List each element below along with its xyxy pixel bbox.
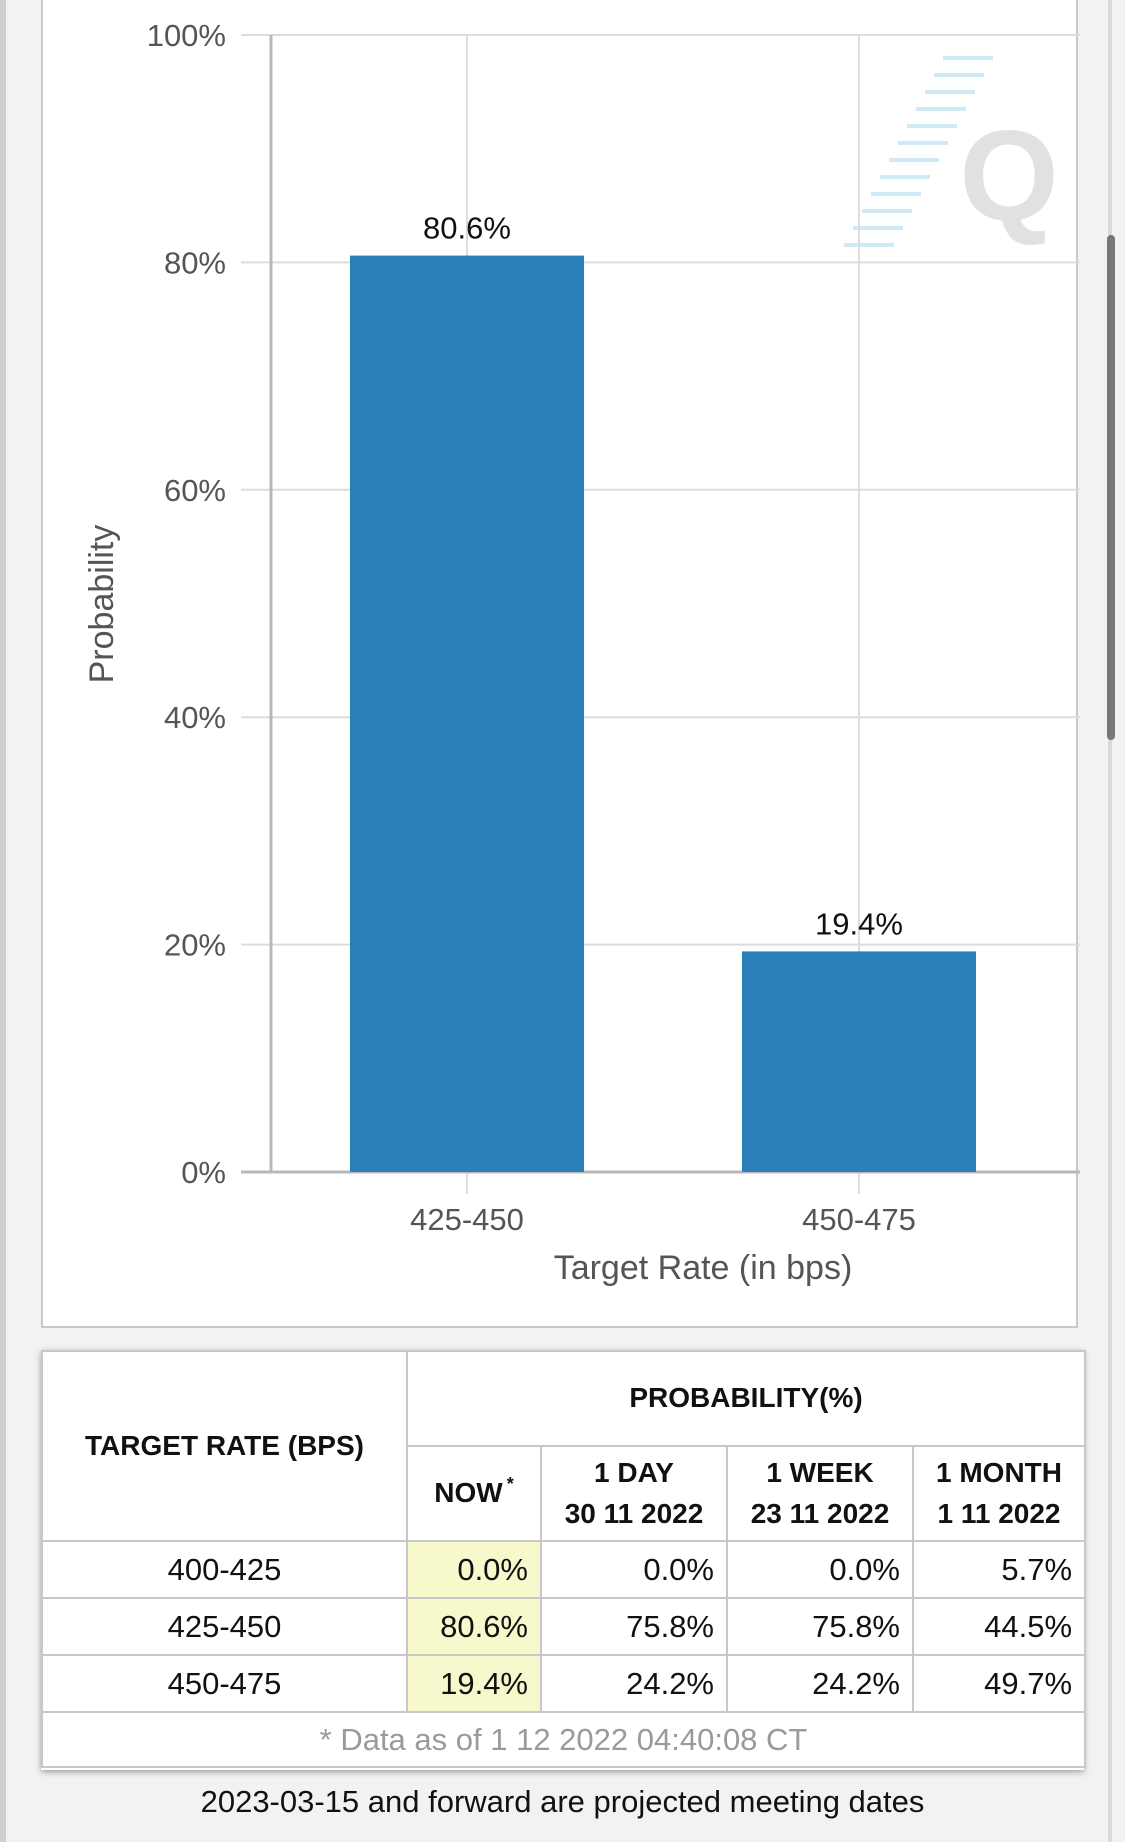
x-axis-title: Target Rate (in bps) — [554, 1249, 853, 1287]
col-header-label: NOW — [434, 1477, 503, 1509]
probability-bar-chart: Q 0% 20% 40% 60% 80% 100% 80.6% 425-450 19.4% 450-… — [83, 18, 1080, 1287]
value-cell: 24.2% — [726, 1654, 914, 1713]
left-frame — [0, 0, 6, 1842]
y-tick-label: 40% — [164, 700, 226, 735]
footnote-marker: * — [506, 1474, 514, 1495]
y-axis-title: Probability — [83, 525, 121, 684]
table-row: 400-425 0.0% 0.0% 0.0% 5.7% — [41, 1540, 1087, 1599]
col-header-label: 1 DAY — [594, 1456, 674, 1488]
col-header-1-month: 1 MONTH 1 11 2022 — [911, 1445, 1087, 1542]
scrollbar-thumb[interactable] — [1107, 235, 1115, 740]
y-tick-label: 80% — [164, 245, 226, 280]
value-cell: 49.7% — [911, 1654, 1087, 1713]
now-cell: 80.6% — [406, 1597, 542, 1656]
rate-cell: 425-450 — [41, 1597, 408, 1656]
col-header-now: NOW * — [406, 1445, 542, 1542]
col-header-date: 1 11 2022 — [937, 1497, 1061, 1529]
probability-table: TARGET RATE (BPS) PROBABILITY(%) NOW * 1 … — [40, 1350, 1087, 1768]
now-cell: 19.4% — [406, 1654, 542, 1713]
data-label: 80.6% — [423, 211, 511, 246]
probability-header: PROBABILITY(%) — [405, 1350, 1087, 1447]
probability-table-panel: TARGET RATE (BPS) PROBABILITY(%) NOW * 1 … — [40, 1350, 1087, 1770]
col-header-label: 1 WEEK — [766, 1456, 874, 1488]
value-cell: 5.7% — [911, 1540, 1087, 1599]
x-tick-label: 450-475 — [802, 1202, 916, 1237]
rate-cell: 400-425 — [41, 1540, 408, 1599]
col-header-1-day: 1 DAY 30 11 2022 — [540, 1445, 728, 1542]
now-cell: 0.0% — [406, 1540, 542, 1599]
bar-425-450 — [350, 255, 584, 1172]
value-cell: 75.8% — [540, 1597, 728, 1656]
chart-panel: Q 0% 20% 40% 60% 80% 100% 80.6% 425-450 19.4% 450-… — [41, 0, 1080, 1328]
scrollbar-track[interactable] — [1108, 0, 1112, 1842]
col-header-label: 1 MONTH — [936, 1456, 1062, 1488]
y-tick-label: 20% — [164, 928, 226, 963]
watermark-letter: Q — [959, 105, 1059, 248]
value-cell: 0.0% — [726, 1540, 914, 1599]
value-cell: 0.0% — [540, 1540, 728, 1599]
col-header-date: 30 11 2022 — [564, 1497, 704, 1529]
target-rate-header: TARGET RATE (BPS) — [41, 1350, 408, 1542]
y-tick-label: 60% — [164, 473, 226, 508]
data-label: 19.4% — [815, 906, 903, 941]
rate-cell: 450-475 — [41, 1654, 408, 1713]
col-header-1-week: 1 WEEK 23 11 2022 — [726, 1445, 914, 1542]
watermark-logo: Q — [844, 56, 1059, 248]
projected-dates-note: 2023-03-15 and forward are projected mee… — [200, 1784, 925, 1819]
y-tick-label: 0% — [181, 1155, 226, 1190]
bar-450-475 — [742, 951, 976, 1172]
table-row: 425-450 80.6% 75.8% 75.8% 44.5% — [41, 1597, 1087, 1656]
value-cell: 75.8% — [726, 1597, 914, 1656]
y-tick-label: 100% — [147, 18, 226, 53]
value-cell: 24.2% — [540, 1654, 728, 1713]
value-cell: 44.5% — [911, 1597, 1087, 1656]
data-timestamp-note: * Data as of 1 12 2022 04:40:08 CT — [40, 1711, 1087, 1768]
x-tick-label: 425-450 — [410, 1202, 524, 1237]
table-row: 450-475 19.4% 24.2% 24.2% 49.7% — [41, 1654, 1087, 1713]
col-header-date: 23 11 2022 — [750, 1497, 890, 1529]
